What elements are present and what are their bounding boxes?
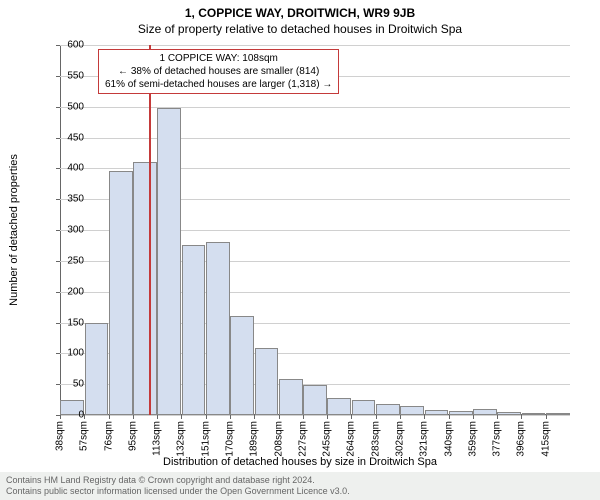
xtick-mark (327, 415, 328, 419)
histogram-bar (255, 348, 279, 415)
tooltip-line: ← 38% of detached houses are smaller (81… (105, 65, 332, 78)
xtick-label: 151sqm (200, 421, 211, 457)
histogram-bar (400, 406, 424, 415)
histogram-bar (182, 245, 206, 415)
histogram-bar (546, 413, 570, 415)
histogram-bar (449, 411, 473, 415)
xtick-label: 245sqm (322, 421, 333, 457)
xtick-mark (497, 415, 498, 419)
grid-line (60, 415, 570, 416)
xtick-label: 302sqm (395, 421, 406, 457)
xtick-label: 95sqm (127, 421, 138, 451)
histogram-bar (109, 171, 133, 415)
ytick-label: 200 (44, 286, 84, 297)
chart-subtitle: Size of property relative to detached ho… (0, 20, 600, 36)
xtick-mark (546, 415, 547, 419)
xtick-label: 321sqm (419, 421, 430, 457)
xtick-mark (449, 415, 450, 419)
histogram-bar (327, 398, 351, 415)
ytick-label: 0 (44, 410, 84, 421)
ytick-label: 350 (44, 194, 84, 205)
xtick-mark (303, 415, 304, 419)
histogram-bar (497, 412, 521, 415)
ytick-label: 600 (44, 40, 84, 51)
plot-region: 1 COPPICE WAY: 108sqm← 38% of detached h… (60, 45, 570, 415)
xtick-mark (351, 415, 352, 419)
xtick-label: 132sqm (176, 421, 187, 457)
tooltip-line: 61% of semi-detached houses are larger (… (105, 78, 332, 91)
xtick-mark (109, 415, 110, 419)
x-axis-label: Distribution of detached houses by size … (0, 456, 600, 468)
tooltip-line: 1 COPPICE WAY: 108sqm (105, 52, 332, 65)
ytick-label: 500 (44, 101, 84, 112)
xtick-label: 170sqm (225, 421, 236, 457)
xtick-label: 38sqm (55, 421, 66, 451)
ytick-label: 300 (44, 225, 84, 236)
xtick-label: 57sqm (79, 421, 90, 451)
histogram-bar (157, 108, 181, 415)
histogram-bar (230, 316, 254, 415)
histogram-bar (206, 242, 230, 415)
xtick-label: 340sqm (443, 421, 454, 457)
xtick-mark (254, 415, 255, 419)
xtick-mark (206, 415, 207, 419)
property-marker-line (149, 45, 151, 415)
histogram-bar (376, 404, 400, 415)
histogram-bar (352, 400, 376, 415)
histogram-bar (425, 410, 449, 415)
ytick-label: 100 (44, 348, 84, 359)
y-axis-label: Number of detached properties (8, 154, 20, 306)
xtick-mark (521, 415, 522, 419)
xtick-label: 76sqm (103, 421, 114, 451)
ytick-label: 250 (44, 255, 84, 266)
footer-attribution: Contains HM Land Registry data © Crown c… (0, 472, 600, 500)
histogram-bar (303, 385, 327, 415)
histogram-bar (522, 413, 546, 415)
xtick-mark (400, 415, 401, 419)
xtick-mark (279, 415, 280, 419)
ytick-label: 550 (44, 70, 84, 81)
xtick-label: 377sqm (492, 421, 503, 457)
xtick-label: 264sqm (346, 421, 357, 457)
chart-title: 1, COPPICE WAY, DROITWICH, WR9 9JB (0, 0, 600, 20)
property-tooltip: 1 COPPICE WAY: 108sqm← 38% of detached h… (98, 49, 339, 94)
grid-line (60, 138, 570, 139)
histogram-bar (85, 323, 109, 416)
xtick-mark (376, 415, 377, 419)
grid-line (60, 107, 570, 108)
xtick-mark (230, 415, 231, 419)
xtick-mark (133, 415, 134, 419)
xtick-label: 415sqm (540, 421, 551, 457)
xtick-label: 396sqm (516, 421, 527, 457)
footer-line-1: Contains HM Land Registry data © Crown c… (6, 475, 594, 486)
xtick-label: 359sqm (467, 421, 478, 457)
xtick-label: 227sqm (297, 421, 308, 457)
grid-line (60, 45, 570, 46)
chart-plot-area: 1 COPPICE WAY: 108sqm← 38% of detached h… (60, 45, 570, 415)
xtick-label: 113sqm (152, 421, 163, 456)
ytick-label: 400 (44, 163, 84, 174)
footer-line-2: Contains public sector information licen… (6, 486, 594, 497)
xtick-mark (84, 415, 85, 419)
xtick-label: 189sqm (249, 421, 260, 457)
histogram-bar (133, 162, 157, 415)
ytick-label: 450 (44, 132, 84, 143)
xtick-label: 283sqm (370, 421, 381, 457)
ytick-label: 150 (44, 317, 84, 328)
ytick-label: 50 (44, 379, 84, 390)
xtick-mark (424, 415, 425, 419)
xtick-mark (157, 415, 158, 419)
xtick-label: 208sqm (273, 421, 284, 457)
xtick-mark (181, 415, 182, 419)
histogram-bar (279, 379, 303, 415)
histogram-bar (473, 409, 497, 415)
xtick-mark (473, 415, 474, 419)
